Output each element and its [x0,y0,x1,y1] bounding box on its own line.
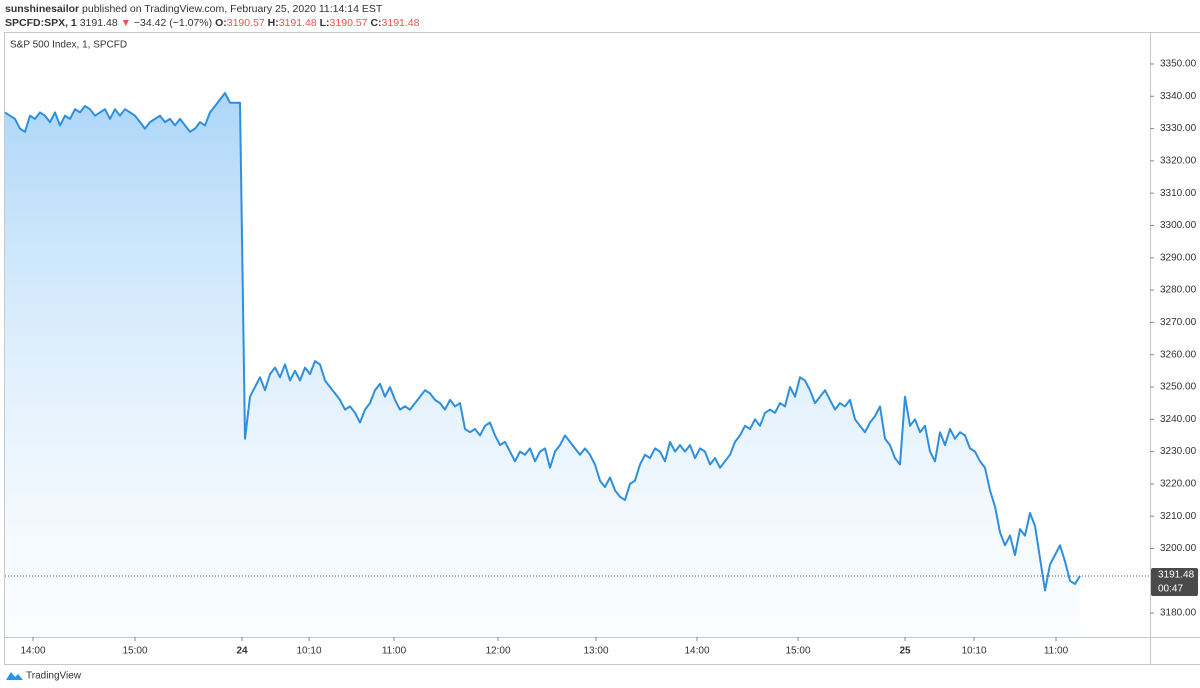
published-text: published on TradingView.com, February 2… [82,3,383,15]
x-tick-label: 15:00 [122,646,147,657]
y-tick-label: 3230.00 [1160,446,1197,457]
frame [4,32,1200,665]
x-tick-label: 15:00 [785,646,810,657]
y-tick-label: 3300.00 [1160,220,1197,231]
y-tick-label: 3250.00 [1160,382,1197,393]
h-label: H: [268,17,279,29]
area-fill [5,93,1080,637]
l-label: L: [320,17,330,29]
c-value: 3191.48 [382,17,420,29]
price-tag [1151,568,1198,597]
x-tick-label: 11:00 [1044,646,1069,657]
y-tick-label: 3270.00 [1160,317,1197,328]
x-tick-label: 12:00 [485,646,510,657]
quote-line: SPCFD:SPX, 1 3191.48 ▼ −34.42 (−1.07%) O… [5,17,420,29]
symbol: SPCFD:SPX, 1 [5,17,77,29]
c-label: C: [370,17,381,29]
o-label: O: [215,17,227,29]
price-line [4,92,1081,592]
y-tick-label: 3350.00 [1160,59,1197,70]
y-tick-label: 3290.00 [1160,252,1197,263]
y-tick-label: 3320.00 [1160,156,1197,167]
o-value: 3190.57 [227,17,265,29]
x-tick-label: 14:00 [684,646,709,657]
x-tick-label: 13:00 [583,646,608,657]
brand: TradingView [26,671,82,682]
chart-title: S&P 500 Index, 1, SPCFD [10,40,127,51]
y-tick-label: 3330.00 [1160,123,1197,134]
x-tick-label: 14:00 [20,646,45,657]
y-tick-label: 3280.00 [1160,285,1197,296]
h-value: 3191.48 [279,17,317,29]
price-tag-label: 3191.48 [1158,570,1195,581]
last: 3191.48 [80,17,118,29]
x-tick-label: 10:10 [296,646,321,657]
countdown: 00:47 [1158,584,1183,595]
publish-line: sunshinesailor published on TradingView.… [5,3,383,15]
y-tick-label: 3240.00 [1160,414,1197,425]
change: −34.42 (−1.07%) [134,17,212,29]
arrow: ▼ [121,17,131,29]
x-tick-label: 25 [899,646,911,657]
footer-logo [6,672,23,680]
x-tick-label: 11:00 [382,646,407,657]
publisher: sunshinesailor [5,3,79,15]
x-tick-label: 10:10 [961,646,986,657]
l-value: 3190.57 [330,17,368,29]
y-tick-label: 3180.00 [1160,608,1197,619]
y-tick-label: 3200.00 [1160,543,1197,554]
y-tick-label: 3220.00 [1160,479,1197,490]
y-tick-label: 3310.00 [1160,188,1197,199]
x-tick-label: 24 [236,646,248,657]
y-tick-label: 3210.00 [1160,511,1197,522]
y-tick-label: 3340.00 [1160,91,1197,102]
y-tick-label: 3260.00 [1160,349,1197,360]
